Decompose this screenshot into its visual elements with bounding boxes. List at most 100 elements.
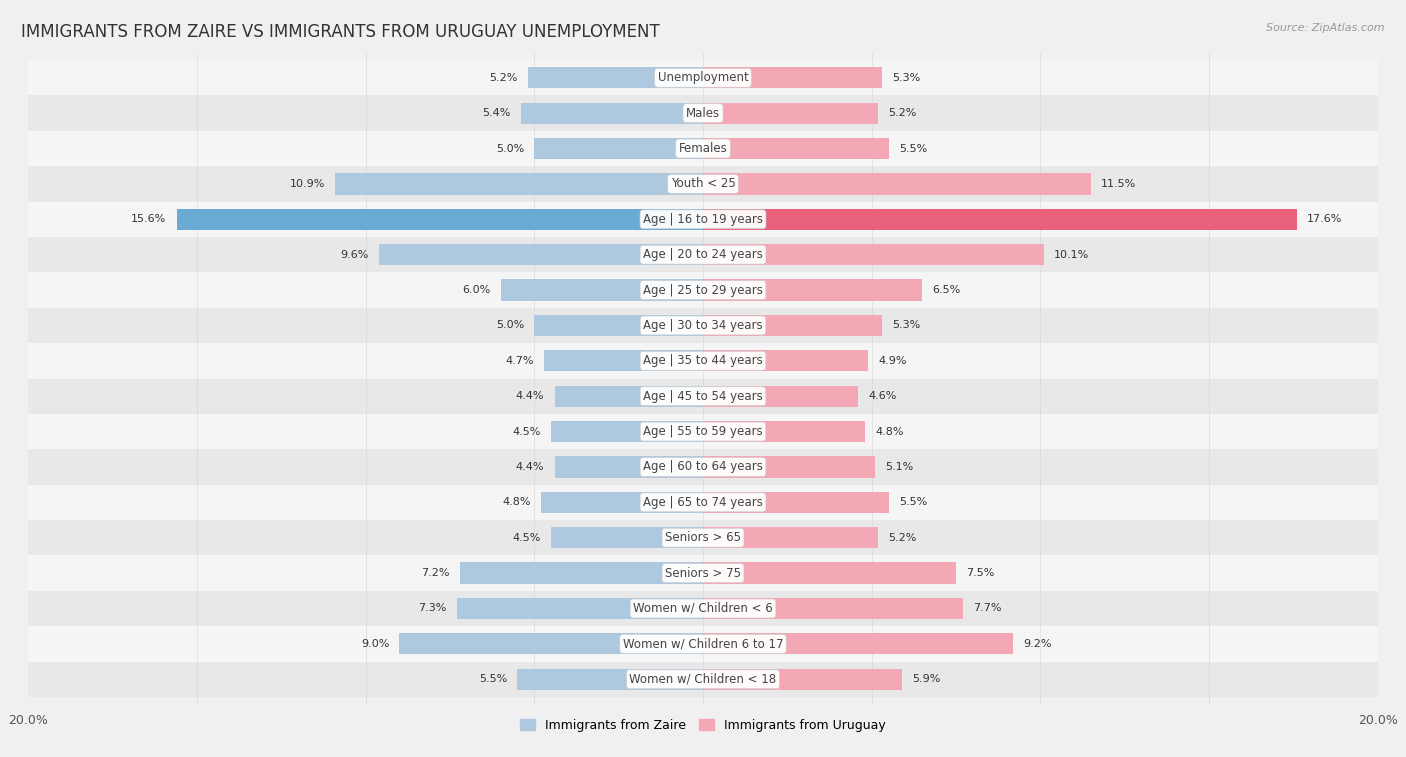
Bar: [28, 95, 1378, 131]
Text: 4.5%: 4.5%: [513, 427, 541, 437]
Text: 5.1%: 5.1%: [886, 462, 914, 472]
Bar: [28, 556, 1378, 590]
Bar: [551, 421, 703, 442]
Text: Age | 20 to 24 years: Age | 20 to 24 years: [643, 248, 763, 261]
Bar: [551, 527, 703, 548]
Bar: [703, 421, 865, 442]
Text: 5.0%: 5.0%: [496, 144, 524, 154]
Text: 5.2%: 5.2%: [889, 108, 917, 118]
Text: 15.6%: 15.6%: [131, 214, 166, 224]
Bar: [703, 527, 879, 548]
Text: 9.6%: 9.6%: [340, 250, 368, 260]
Text: 5.2%: 5.2%: [889, 533, 917, 543]
Bar: [534, 315, 703, 336]
Bar: [703, 279, 922, 301]
Bar: [703, 102, 879, 123]
Bar: [177, 209, 703, 230]
Text: Women w/ Children < 18: Women w/ Children < 18: [630, 673, 776, 686]
Text: Age | 45 to 54 years: Age | 45 to 54 years: [643, 390, 763, 403]
Text: Unemployment: Unemployment: [658, 71, 748, 84]
Text: Women w/ Children < 6: Women w/ Children < 6: [633, 602, 773, 615]
Bar: [28, 237, 1378, 273]
Bar: [517, 668, 703, 690]
Bar: [703, 138, 889, 159]
Text: 5.4%: 5.4%: [482, 108, 510, 118]
Bar: [28, 60, 1378, 95]
Text: Age | 25 to 29 years: Age | 25 to 29 years: [643, 284, 763, 297]
Text: 5.3%: 5.3%: [891, 320, 920, 330]
Bar: [703, 562, 956, 584]
Bar: [380, 244, 703, 265]
Bar: [28, 201, 1378, 237]
Text: Age | 35 to 44 years: Age | 35 to 44 years: [643, 354, 763, 367]
Text: 7.3%: 7.3%: [418, 603, 447, 613]
Bar: [520, 102, 703, 123]
Text: Age | 65 to 74 years: Age | 65 to 74 years: [643, 496, 763, 509]
Bar: [703, 350, 869, 372]
Text: 4.8%: 4.8%: [502, 497, 531, 507]
Text: Age | 16 to 19 years: Age | 16 to 19 years: [643, 213, 763, 226]
Text: 5.5%: 5.5%: [898, 497, 927, 507]
Text: Youth < 25: Youth < 25: [671, 177, 735, 191]
Text: 6.5%: 6.5%: [932, 285, 960, 295]
Text: 4.5%: 4.5%: [513, 533, 541, 543]
Text: 9.2%: 9.2%: [1024, 639, 1052, 649]
Text: 4.4%: 4.4%: [516, 391, 544, 401]
Bar: [28, 378, 1378, 414]
Text: 6.0%: 6.0%: [463, 285, 491, 295]
Text: 5.2%: 5.2%: [489, 73, 517, 83]
Bar: [703, 668, 903, 690]
Text: Source: ZipAtlas.com: Source: ZipAtlas.com: [1267, 23, 1385, 33]
Text: 4.7%: 4.7%: [506, 356, 534, 366]
Text: Women w/ Children 6 to 17: Women w/ Children 6 to 17: [623, 637, 783, 650]
Text: 9.0%: 9.0%: [361, 639, 389, 649]
Text: 5.5%: 5.5%: [898, 144, 927, 154]
Text: Age | 30 to 34 years: Age | 30 to 34 years: [643, 319, 763, 332]
Bar: [28, 484, 1378, 520]
Bar: [703, 244, 1043, 265]
Text: 7.7%: 7.7%: [973, 603, 1001, 613]
Bar: [703, 209, 1296, 230]
Bar: [554, 456, 703, 478]
Text: 7.5%: 7.5%: [966, 568, 994, 578]
Text: 4.6%: 4.6%: [869, 391, 897, 401]
Bar: [28, 167, 1378, 201]
Text: Seniors > 75: Seniors > 75: [665, 566, 741, 580]
Text: Males: Males: [686, 107, 720, 120]
Bar: [703, 67, 882, 89]
Text: 4.9%: 4.9%: [879, 356, 907, 366]
Bar: [335, 173, 703, 195]
Bar: [703, 598, 963, 619]
Bar: [554, 385, 703, 407]
Bar: [541, 492, 703, 513]
Text: IMMIGRANTS FROM ZAIRE VS IMMIGRANTS FROM URUGUAY UNEMPLOYMENT: IMMIGRANTS FROM ZAIRE VS IMMIGRANTS FROM…: [21, 23, 659, 41]
Bar: [399, 634, 703, 655]
Text: 10.1%: 10.1%: [1054, 250, 1090, 260]
Text: Age | 55 to 59 years: Age | 55 to 59 years: [643, 425, 763, 438]
Bar: [501, 279, 703, 301]
Text: Females: Females: [679, 142, 727, 155]
Text: 4.8%: 4.8%: [875, 427, 904, 437]
Bar: [28, 273, 1378, 308]
Text: 5.3%: 5.3%: [891, 73, 920, 83]
Text: 7.2%: 7.2%: [422, 568, 450, 578]
Bar: [28, 308, 1378, 343]
Bar: [28, 414, 1378, 449]
Bar: [703, 456, 875, 478]
Bar: [703, 492, 889, 513]
Bar: [703, 634, 1014, 655]
Text: Seniors > 65: Seniors > 65: [665, 531, 741, 544]
Bar: [703, 385, 858, 407]
Bar: [460, 562, 703, 584]
Bar: [28, 343, 1378, 378]
Bar: [28, 131, 1378, 167]
Bar: [544, 350, 703, 372]
Bar: [28, 626, 1378, 662]
Text: 10.9%: 10.9%: [290, 179, 325, 189]
Bar: [527, 67, 703, 89]
Bar: [534, 138, 703, 159]
Bar: [28, 520, 1378, 556]
Bar: [28, 590, 1378, 626]
Text: 5.9%: 5.9%: [912, 674, 941, 684]
Bar: [703, 315, 882, 336]
